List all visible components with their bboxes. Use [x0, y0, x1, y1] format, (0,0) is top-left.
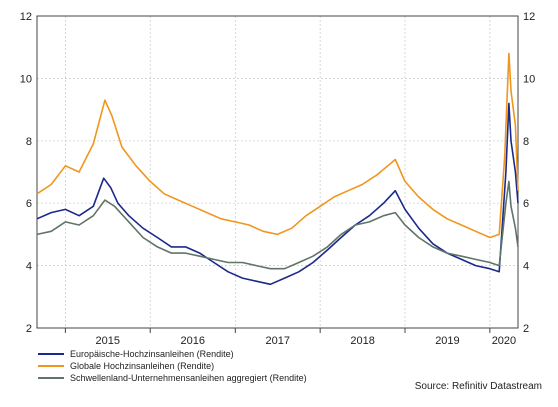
legend-item: Europäische-Hochzinsanleihen (Rendite) — [38, 348, 307, 360]
tick-labels: 2 2 4 4 6 6 8 8 10 10 12 12 2015 2016 2017 2018 2019 2020 — [20, 11, 536, 347]
series-line-2 — [36, 180, 519, 270]
legend-item: Globale Hochzinsanleihen (Rendite) — [38, 360, 307, 372]
legend-swatch-european-hy — [38, 353, 64, 355]
y-tick-label-right: 12 — [523, 11, 535, 23]
legend-label-global-hy: Globale Hochzinsanleihen (Rendite) — [70, 361, 215, 371]
x-tick-label: 2015 — [96, 335, 120, 347]
series-lines — [36, 52, 519, 286]
y-tick-label-right: 10 — [523, 73, 535, 85]
y-tick-label-left: 10 — [20, 73, 32, 85]
legend-label-european-hy: Europäische-Hochzinsanleihen (Rendite) — [70, 349, 234, 359]
source-note: Source: Refinitiv Datastream — [414, 381, 542, 392]
y-tick-label-right: 2 — [523, 323, 529, 335]
y-tick-label-left: 2 — [26, 323, 32, 335]
series-line-0 — [36, 102, 519, 286]
x-tick-label: 2020 — [492, 335, 516, 347]
legend: Europäische-Hochzinsanleihen (Rendite) G… — [38, 348, 307, 384]
x-tick-label: 2019 — [435, 335, 459, 347]
y-tick-label-left: 8 — [26, 136, 32, 148]
legend-item: Schwellenland-Unternehmensanleihen aggre… — [38, 372, 307, 384]
x-tick-label: 2017 — [265, 335, 289, 347]
y-tick-label-right: 8 — [523, 136, 529, 148]
series-line-1 — [36, 52, 519, 239]
x-tick-label: 2016 — [181, 335, 205, 347]
axes — [36, 15, 519, 333]
legend-swatch-global-hy — [38, 365, 64, 367]
legend-swatch-em-corporate — [38, 377, 64, 379]
x-tick-label: 2018 — [350, 335, 374, 347]
y-tick-label-left: 12 — [20, 11, 32, 23]
y-tick-label-right: 4 — [523, 261, 529, 273]
y-tick-label-left: 4 — [26, 261, 32, 273]
legend-label-em-corporate: Schwellenland-Unternehmensanleihen aggre… — [70, 373, 307, 383]
y-tick-label-right: 6 — [523, 198, 529, 210]
y-tick-label-left: 6 — [26, 198, 32, 210]
